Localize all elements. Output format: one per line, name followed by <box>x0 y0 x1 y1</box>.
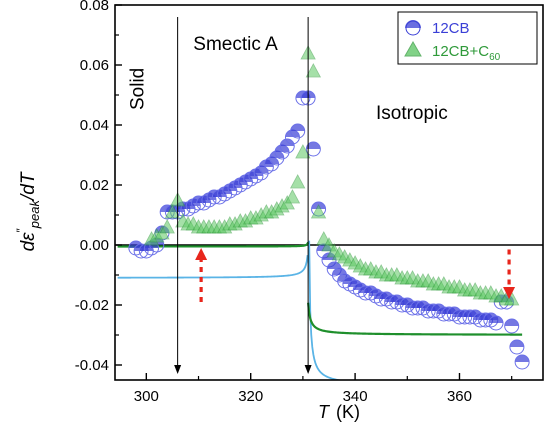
point-12cb-fill <box>327 262 342 269</box>
transition-arrowhead-1 <box>304 365 312 374</box>
point-12cb-c60 <box>159 219 175 234</box>
phase-label-smectic-a: Smectic A <box>193 34 278 55</box>
point-12cb-c60-triangle <box>310 204 327 219</box>
fit-curve-0 <box>117 254 309 279</box>
text-layer: 300 320 340 360 0.08 0.06 0.04 0.02 0.00 -0.02 -0.… <box>75 0 472 405</box>
legend-marker-12cb <box>405 20 421 36</box>
point-12cb-c60 <box>504 291 520 306</box>
point-12cb-fill <box>489 316 504 323</box>
point-12cb-fill <box>332 268 347 275</box>
point-12cb-c60-triangle <box>504 291 520 306</box>
y-tick-label: 0.06 <box>80 57 109 74</box>
point-12cb-c60-triangle <box>305 63 322 78</box>
x-tick-label: 360 <box>447 388 472 405</box>
legend-label-12cb: 12CB <box>432 20 470 37</box>
point-12cb <box>504 318 520 334</box>
phase-label-solid: Solid <box>128 68 149 110</box>
point-12cb-c60 <box>310 204 327 219</box>
point-12cb <box>488 315 504 331</box>
y-tick-label: 0.08 <box>80 0 109 14</box>
point-12cb-outline <box>290 123 306 139</box>
phase-label-isotropic: Isotropic <box>376 103 448 124</box>
y-tick-label: 0.00 <box>80 237 109 254</box>
point-12cb-fill <box>275 145 290 152</box>
point-12cb <box>509 339 525 355</box>
annotation-arrowhead-0 <box>195 248 208 260</box>
point-12cb <box>514 354 530 370</box>
point-12cb-outline <box>509 339 525 355</box>
y-tick-label: 0.02 <box>80 177 109 194</box>
point-12cb-fill <box>509 340 524 347</box>
axis-layer <box>114 4 544 381</box>
fit-curve-3 <box>307 302 523 336</box>
point-12cb-fill <box>264 157 279 164</box>
point-12cb-fill <box>515 355 530 362</box>
x-axis-label: T (K) <box>318 402 360 422</box>
plot-frame <box>114 4 544 381</box>
legend-label-main: 12CB+C <box>432 43 489 60</box>
point-12cb-c60 <box>295 144 311 159</box>
point-12cb-c60 <box>164 204 181 219</box>
marker-layer <box>128 45 530 370</box>
point-12cb <box>290 123 306 139</box>
point-12cb-c60-triangle <box>290 174 306 189</box>
x-tick-label: 340 <box>343 388 368 405</box>
point-12cb <box>305 141 321 157</box>
point-12cb-fill <box>290 124 305 131</box>
x-axis-label-unit: (K) <box>336 402 360 422</box>
point-12cb-c60-triangle <box>295 144 311 159</box>
x-axis-label-symbol: T <box>318 402 331 422</box>
point-12cb-fill <box>504 319 519 326</box>
y-tick-label: 0.04 <box>80 117 109 134</box>
x-tick-label: 300 <box>134 388 159 405</box>
legend-label-sub: 60 <box>489 52 501 63</box>
point-12cb-outline <box>488 315 504 331</box>
legend-marker-12cb-c60 <box>404 40 422 57</box>
x-tick-label: 320 <box>238 388 263 405</box>
point-12cb-c60 <box>284 189 301 204</box>
legend-label-12cb-c60: 12CB+C60 <box>432 43 501 63</box>
point-12cb-fill <box>306 142 321 149</box>
point-12cb-c60 <box>290 174 306 189</box>
annotation-arrowhead-1 <box>503 287 516 299</box>
y-tick-label: -0.02 <box>75 297 109 314</box>
point-12cb-outline <box>504 318 520 334</box>
legend: 12CB 12CB+C60 <box>397 11 538 65</box>
transition-arrowhead-0 <box>174 365 182 374</box>
point-12cb-outline <box>305 141 321 157</box>
point-12cb <box>264 156 280 172</box>
point-12cb-fill <box>285 130 300 137</box>
point-12cb-outline <box>514 354 530 370</box>
point-12cb-c60-triangle <box>284 189 301 204</box>
point-12cb-fill <box>280 139 295 146</box>
point-12cb-fill <box>269 151 284 158</box>
point-12cb-c60 <box>305 63 322 78</box>
point-12cb-c60-triangle <box>164 204 181 219</box>
point-12cb-fill <box>254 166 269 173</box>
point-12cb-outline <box>279 138 295 154</box>
guide-layer <box>174 17 516 374</box>
y-axis-label: dε″peak/dT <box>14 171 42 251</box>
point-12cb-c60-triangle <box>159 219 175 234</box>
y-tick-label: -0.04 <box>75 357 109 374</box>
